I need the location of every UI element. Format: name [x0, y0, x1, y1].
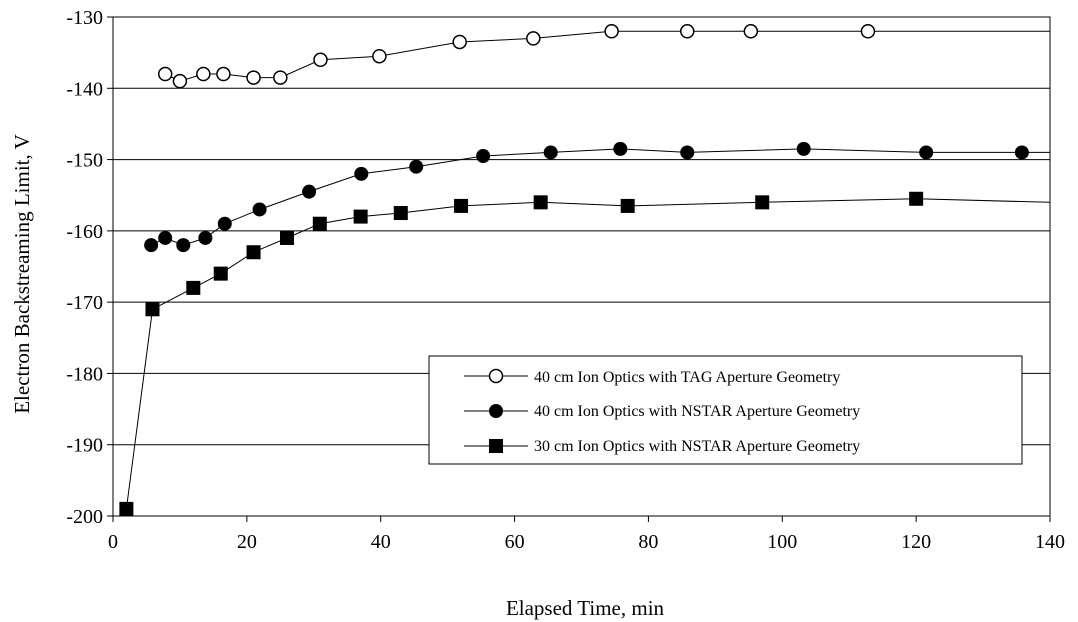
series-tag-40cm [157, 24, 1050, 89]
x-tick-label: 100 [767, 531, 797, 553]
data-point [755, 195, 770, 210]
marker-filled-square-legend [489, 439, 503, 453]
series-nstar-30cm [119, 191, 1051, 516]
x-tick-label: 140 [1035, 531, 1065, 553]
data-point [119, 501, 134, 516]
data-point [252, 202, 267, 217]
x-tick-label: 120 [901, 531, 931, 553]
data-point [246, 245, 261, 260]
marker-filled-circle-legend [489, 404, 503, 418]
y-tick-label: -130 [66, 7, 103, 29]
y-tick-label: -150 [66, 150, 103, 172]
data-point [273, 70, 288, 85]
data-point [172, 73, 188, 89]
x-tick-label: 80 [638, 531, 658, 553]
data-point [312, 216, 327, 231]
y-tick-label: -190 [66, 435, 103, 457]
data-point [909, 191, 924, 206]
x-tick-label: 40 [371, 531, 391, 553]
data-point [1014, 145, 1029, 160]
legend-label-nstar-40cm: 40 cm Ion Optics with NSTAR Aperture Geo… [534, 403, 860, 420]
legend-samples [464, 368, 528, 453]
x-tick-label: 60 [505, 531, 525, 553]
data-point [198, 230, 213, 245]
data-point [919, 145, 934, 160]
data-point [533, 195, 548, 210]
data-point [353, 209, 368, 224]
marker-open-circle-legend [488, 368, 504, 384]
data-point [145, 302, 160, 317]
y-tick-label: -200 [66, 506, 103, 528]
data-point [526, 31, 541, 46]
data-point [620, 198, 635, 213]
y-tick-label: -180 [66, 363, 103, 385]
data-point [476, 149, 491, 164]
data-point [246, 70, 261, 85]
y-tick-label: -160 [66, 221, 103, 243]
data-point [216, 66, 231, 82]
data-point [196, 66, 211, 82]
data-point [409, 159, 424, 174]
data-point [158, 230, 173, 245]
legend: 40 cm Ion Optics with TAG Aperture Geome… [428, 355, 1023, 465]
data-point [393, 206, 408, 221]
data-point [217, 216, 232, 231]
data-point [796, 141, 811, 156]
y-tick-label: -170 [66, 292, 103, 314]
data-point [354, 166, 369, 181]
data-point [613, 141, 628, 156]
y-tick-label: -140 [66, 78, 103, 100]
data-point [157, 66, 173, 82]
series-nstar-40cm [144, 141, 1050, 253]
data-point [679, 24, 695, 39]
data-point [743, 24, 759, 39]
x-axis-title: Elapsed Time, min [506, 596, 665, 620]
x-tick-label: 0 [108, 531, 118, 553]
data-point [372, 48, 387, 64]
data-point [280, 230, 295, 245]
data-point [860, 24, 876, 39]
axis-layer: -200 -190 -180 -170 -160 -150 -140 -130 0 20 40 60 8… [66, 7, 1065, 553]
legend-label-nstar-30cm: 30 cm Ion Optics with NSTAR Aperture Geo… [534, 438, 860, 455]
data-point [680, 145, 695, 160]
data-point [213, 266, 228, 281]
x-tick-label: 20 [237, 531, 257, 553]
data-point [604, 24, 619, 39]
data-point [186, 280, 201, 295]
y-axis-title: Electron Backstreaming Limit, V [10, 134, 34, 414]
data-point [144, 238, 159, 253]
data-point [543, 145, 558, 160]
legend-label-tag-40cm: 40 cm Ion Optics with TAG Aperture Geome… [534, 369, 840, 386]
data-point [313, 52, 328, 68]
data-point [452, 34, 467, 50]
data-point [302, 184, 317, 199]
plot-area-border [112, 16, 1051, 517]
series-layer [119, 24, 1051, 516]
data-point [454, 198, 469, 213]
series-tag-40cm-line [164, 30, 1050, 82]
data-point [176, 238, 191, 253]
